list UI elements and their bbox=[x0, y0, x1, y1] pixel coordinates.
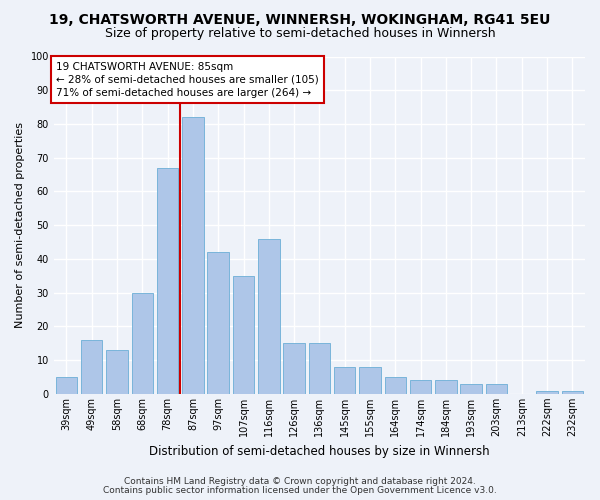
Text: Contains public sector information licensed under the Open Government Licence v3: Contains public sector information licen… bbox=[103, 486, 497, 495]
Bar bbox=[460, 384, 482, 394]
Text: Contains HM Land Registry data © Crown copyright and database right 2024.: Contains HM Land Registry data © Crown c… bbox=[124, 477, 476, 486]
Bar bbox=[359, 367, 381, 394]
Bar bbox=[258, 238, 280, 394]
Bar bbox=[182, 117, 203, 394]
Bar bbox=[435, 380, 457, 394]
Bar bbox=[106, 350, 128, 394]
Bar bbox=[334, 367, 355, 394]
Bar bbox=[283, 344, 305, 394]
Bar bbox=[536, 390, 558, 394]
Y-axis label: Number of semi-detached properties: Number of semi-detached properties bbox=[15, 122, 25, 328]
Bar bbox=[131, 292, 153, 394]
Bar bbox=[410, 380, 431, 394]
Bar bbox=[157, 168, 178, 394]
Text: 19, CHATSWORTH AVENUE, WINNERSH, WOKINGHAM, RG41 5EU: 19, CHATSWORTH AVENUE, WINNERSH, WOKINGH… bbox=[49, 12, 551, 26]
Bar bbox=[486, 384, 507, 394]
X-axis label: Distribution of semi-detached houses by size in Winnersh: Distribution of semi-detached houses by … bbox=[149, 444, 490, 458]
Bar bbox=[81, 340, 103, 394]
Text: Size of property relative to semi-detached houses in Winnersh: Size of property relative to semi-detach… bbox=[104, 28, 496, 40]
Text: 19 CHATSWORTH AVENUE: 85sqm
← 28% of semi-detached houses are smaller (105)
71% : 19 CHATSWORTH AVENUE: 85sqm ← 28% of sem… bbox=[56, 62, 319, 98]
Bar bbox=[56, 377, 77, 394]
Bar bbox=[308, 344, 330, 394]
Bar bbox=[208, 252, 229, 394]
Bar bbox=[233, 276, 254, 394]
Bar bbox=[562, 390, 583, 394]
Bar bbox=[385, 377, 406, 394]
